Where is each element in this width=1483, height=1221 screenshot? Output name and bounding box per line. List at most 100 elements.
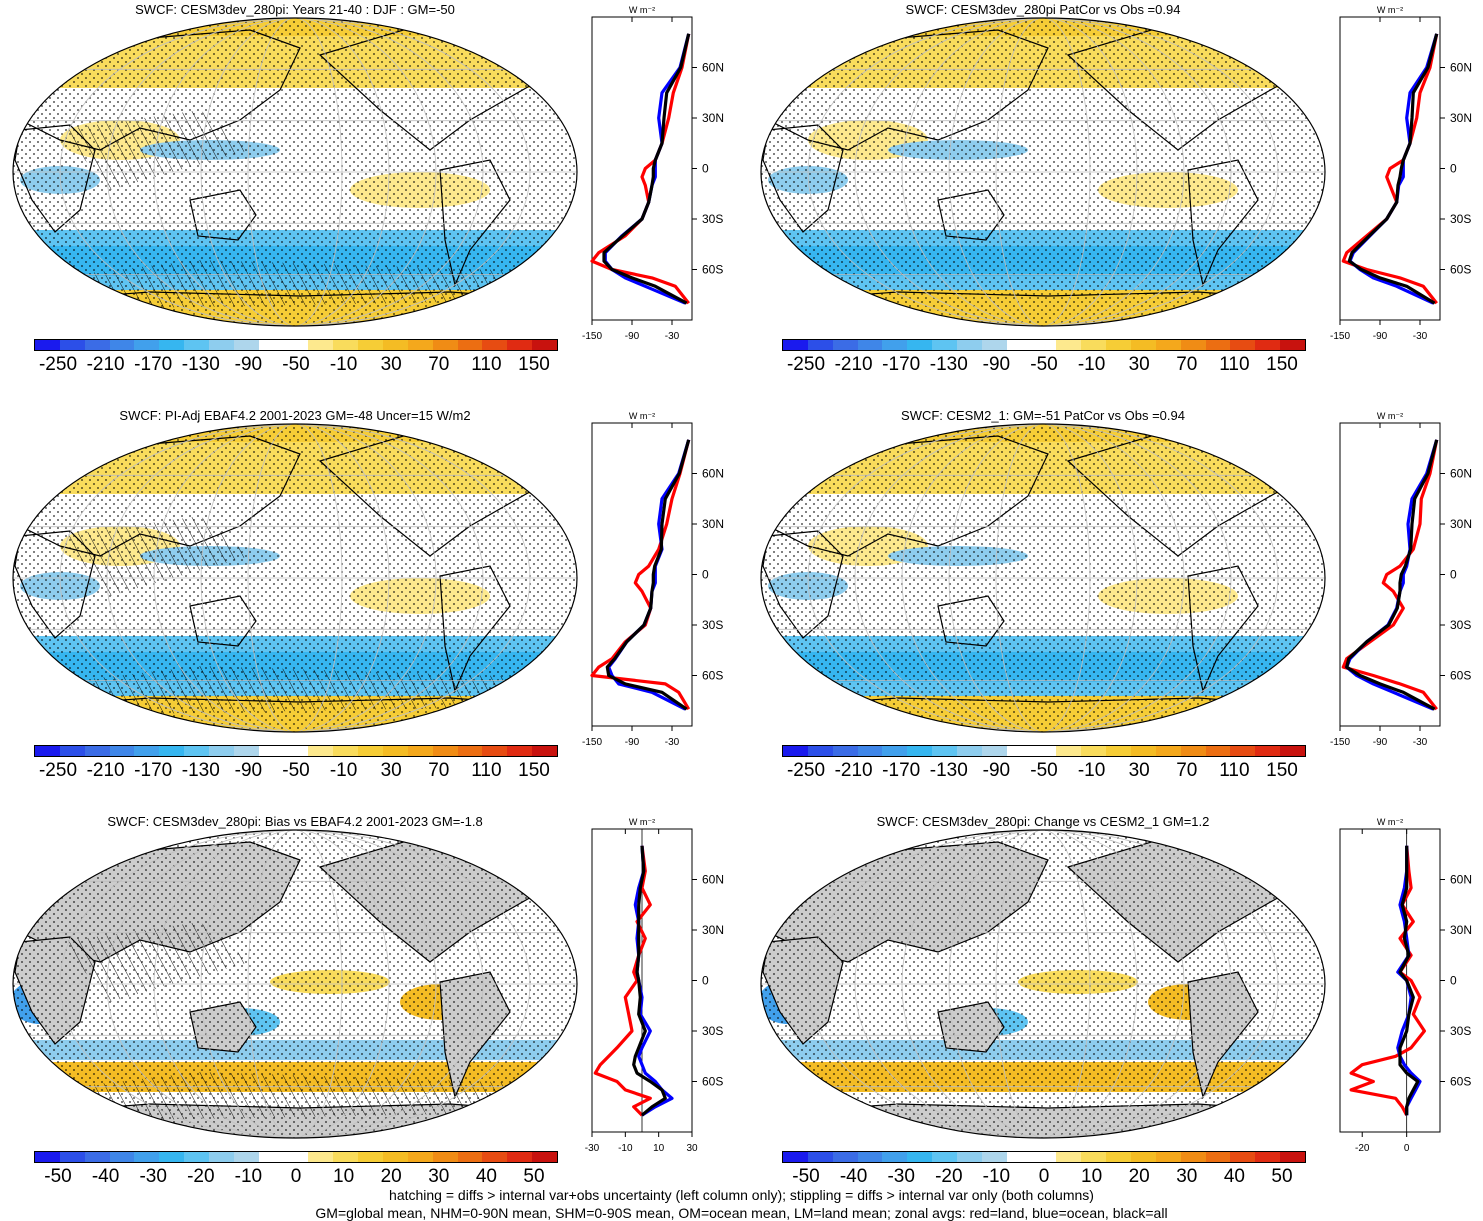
colorbar-swatch — [159, 340, 185, 350]
colorbar-swatch — [134, 746, 160, 756]
colorbar-swatch — [907, 340, 933, 350]
colorbar-swatch — [907, 746, 933, 756]
colorbar-tick-label: 150 — [518, 354, 550, 375]
colorbar-swatch — [832, 746, 858, 756]
colorbar-swatch — [383, 340, 408, 350]
colorbar-swatch — [1106, 1152, 1132, 1162]
zonal-ytick-label: 0 — [1450, 568, 1457, 582]
colorbar-swatch — [209, 746, 234, 756]
colorbar-swatch — [233, 1152, 259, 1162]
zonal-xtick-label: -30 — [1413, 331, 1428, 340]
colorbar-swatch — [1031, 340, 1057, 350]
zonal-mean-plot: W m⁻² 60N 30N 0 30S 60S -20 0 — [1339, 817, 1472, 1152]
colorbar-tick-label: 30 — [380, 354, 402, 375]
colorbar-swatch — [184, 746, 210, 756]
colorbar-tick-label: -90 — [234, 354, 263, 375]
colorbar-tick-label: -10 — [234, 1166, 263, 1187]
colorbar-tick-label: -20 — [187, 1166, 215, 1187]
colorbar-swatch — [1081, 746, 1107, 756]
colorbar — [34, 745, 558, 757]
colorbar-swatch — [35, 340, 60, 350]
colorbar-swatch — [932, 1152, 958, 1162]
colorbar-swatch — [783, 746, 808, 756]
colorbar-swatch — [134, 340, 160, 350]
panel-title: SWCF: CESM2_1: GM=-51 PatCor vs Obs =0.9… — [901, 408, 1185, 423]
map-field — [13, 424, 577, 732]
map-border — [12, 423, 578, 733]
map-border — [760, 17, 1326, 327]
colorbar-tick-label: 70 — [1176, 354, 1198, 375]
colorbar-swatch — [807, 340, 833, 350]
colorbar-swatch — [358, 340, 384, 350]
colorbar-swatch — [407, 340, 433, 350]
colorbar-swatch — [957, 746, 982, 756]
colorbar-tick-label: -250 — [786, 760, 826, 781]
colorbar-swatch — [457, 340, 483, 350]
colorbar-labels: -250 -210 -170 -130 -90 -50 -10 30 70 110 150 — [782, 354, 1306, 378]
colorbar-tick-label: -10 — [1077, 354, 1106, 375]
colorbar-tick-label: -50 — [1030, 760, 1058, 781]
zonal-series-line-2 — [1398, 845, 1420, 1116]
zonal-ytick-label: 60S — [702, 263, 723, 277]
colorbar-swatch — [532, 1152, 558, 1162]
zonal-series-line-2 — [602, 33, 691, 305]
colorbar-labels: -50 -40 -30 -20 -10 0 10 20 30 40 50 — [34, 1166, 558, 1190]
colorbar-tick-label: 150 — [1266, 760, 1298, 781]
zonal-xtick-label: -20 — [1355, 1143, 1370, 1152]
footnote-hatching: hatching = diffs > internal var+obs unce… — [389, 1187, 1094, 1203]
colorbar-tick-label: 20 — [1128, 1166, 1150, 1187]
footnote-legend: GM=global mean, NHM=0-90N mean, SHM=0-90… — [315, 1205, 1168, 1221]
graticule — [13, 18, 577, 326]
colorbar-tick-label: -130 — [929, 354, 968, 375]
colorbar-tick-label: 70 — [1176, 760, 1198, 781]
panel-p5: W m⁻² 60N 30N 0 30S 60S -30 -10 10 30 SWCF: CESM3d… — [0, 812, 741, 1217]
colorbar-swatch — [1006, 1152, 1032, 1162]
zonal-mean-plot: W m⁻² 60N 30N 0 30S 60S -30 -10 10 30 — [585, 817, 724, 1152]
colorbar-swatch — [857, 1152, 883, 1162]
colorbar-swatch — [1180, 340, 1206, 350]
colorbar-tick-label: 30 — [1128, 354, 1150, 375]
colorbar-swatch — [159, 746, 185, 756]
colorbar-swatch — [1205, 340, 1231, 350]
colorbar-tick-label: -130 — [181, 354, 220, 375]
colorbar-tick-label: 150 — [518, 760, 550, 781]
colorbar-swatch — [407, 1152, 433, 1162]
colorbar-swatch — [882, 1152, 908, 1162]
colorbar-swatch — [383, 1152, 408, 1162]
colorbar-swatch — [1155, 746, 1181, 756]
colorbar-swatch — [1280, 340, 1306, 350]
colorbar-swatch — [957, 340, 982, 350]
panel-graphics: W m⁻² 60N 30N 0 30S 60S -20 0 — [760, 817, 1472, 1152]
zonal-ytick-label: 60N — [702, 467, 724, 481]
zonal-xlabel: W m⁻² — [629, 5, 655, 15]
colorbar-swatch — [457, 1152, 483, 1162]
colorbar-swatch — [882, 746, 908, 756]
colorbar-swatch — [981, 746, 1007, 756]
colorbar-swatch — [807, 1152, 833, 1162]
colorbar-swatch — [333, 746, 359, 756]
colorbar-swatch — [1155, 340, 1181, 350]
zonal-ytick-label: 60S — [1450, 263, 1471, 277]
colorbar-swatch — [258, 746, 284, 756]
zonal-ytick-label: 30N — [702, 111, 724, 125]
colorbar-swatch — [1056, 340, 1082, 350]
zonal-xtick-label: -150 — [582, 737, 602, 746]
colorbar-swatch — [1131, 746, 1156, 756]
zonal-xtick-label: -30 — [665, 331, 680, 340]
colorbar-tick-label: -210 — [86, 354, 125, 375]
colorbar-swatch — [1230, 340, 1256, 350]
colorbar-swatch — [981, 340, 1007, 350]
zonal-ytick-label: 60N — [1450, 61, 1472, 75]
colorbar-tick-label: -40 — [91, 1166, 120, 1187]
colorbar-swatch — [258, 340, 284, 350]
colorbar-swatch — [1006, 746, 1032, 756]
colorbar-tick-label: -10 — [1077, 760, 1106, 781]
panel-p4: W m⁻² 60N 30N 0 30S 60S -150 -90 -30 SWCF: CESM2_… — [748, 406, 1483, 811]
graticule — [13, 830, 577, 1138]
colorbar-tick-label: 0 — [1038, 1166, 1050, 1187]
colorbar-swatch — [1106, 746, 1132, 756]
colorbar-swatch — [333, 1152, 359, 1162]
zonal-ytick-label: 30N — [702, 517, 724, 531]
colorbar-swatch — [1081, 1152, 1107, 1162]
zonal-xtick-label: -90 — [1373, 737, 1388, 746]
